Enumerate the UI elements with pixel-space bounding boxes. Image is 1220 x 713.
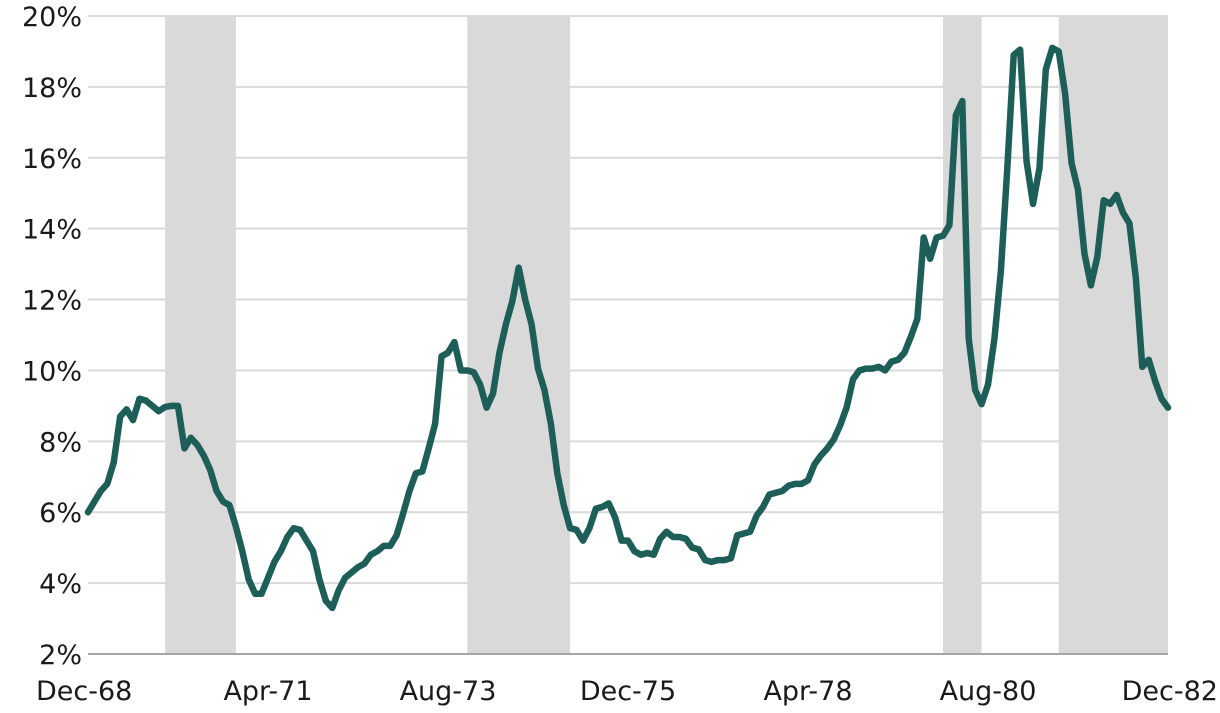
recession-band-2 [467, 16, 571, 654]
y-tick-label: 18% [22, 73, 82, 104]
series-lines [84, 44, 1172, 612]
y-tick-label: 6% [39, 498, 82, 529]
x-tick-label: Aug-80 [940, 676, 1037, 707]
y-tick-label: 2% [39, 640, 82, 671]
x-axis-tick-labels: Dec-68 Apr-71 Aug-73 Dec-75 Apr-78 Aug-80 Dec-… [36, 676, 1218, 707]
y-tick-label: 16% [22, 144, 82, 175]
x-tick-label: Apr-71 [223, 676, 312, 707]
x-tick-label: Aug-73 [400, 676, 497, 707]
y-axis-tick-labels: 2% 4% 6% 8% 10% 12% 14% 16% 18% 20% [22, 2, 82, 671]
y-tick-label: 12% [22, 286, 82, 317]
recession-band-4 [1058, 16, 1168, 654]
y-tick-label: 8% [39, 427, 82, 458]
x-tick-label: Dec-82 [1122, 676, 1218, 707]
series-line-1 [84, 44, 1172, 612]
y-tick-label: 14% [22, 215, 82, 246]
y-tick-label: 4% [39, 569, 82, 600]
gridlines [88, 15, 1168, 585]
y-tick-label: 20% [22, 2, 82, 33]
recession-bands [165, 16, 1168, 654]
recession-band-1 [165, 16, 236, 654]
x-tick-label: Apr-78 [763, 676, 852, 707]
x-tick-label: Dec-68 [36, 676, 132, 707]
y-tick-label: 10% [22, 356, 82, 387]
x-tick-label: Dec-75 [580, 676, 676, 707]
